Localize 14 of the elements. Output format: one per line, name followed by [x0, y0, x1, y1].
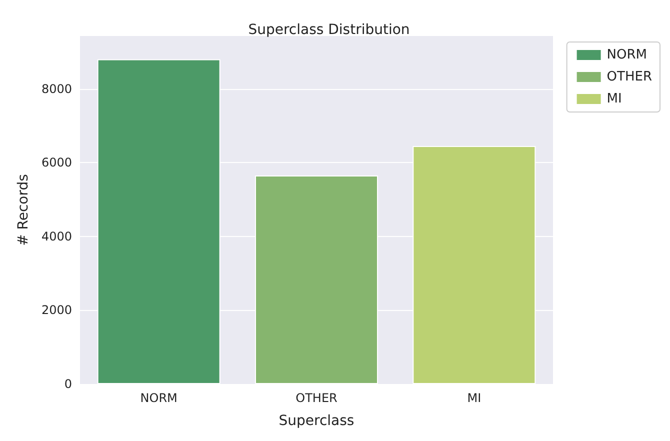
x-tick-label: OTHER [296, 391, 338, 405]
x-tick-label: NORM [140, 391, 178, 405]
x-axis-title: Superclass [278, 413, 354, 429]
x-tick-label: MI [467, 391, 482, 405]
y-tick-label: 4000 [41, 229, 72, 244]
legend-label: OTHER [606, 70, 652, 84]
y-axis-title: # Records [16, 174, 32, 246]
y-tick-label: 0 [64, 377, 72, 391]
y-tick-label: 6000 [41, 156, 72, 170]
legend-label: MI [606, 92, 622, 106]
chart-title: Superclass Distribution [248, 22, 410, 38]
legend-label: NORM [606, 48, 648, 62]
y-tick-label: 8000 [41, 82, 72, 96]
y-tick-label: 2000 [41, 303, 72, 318]
